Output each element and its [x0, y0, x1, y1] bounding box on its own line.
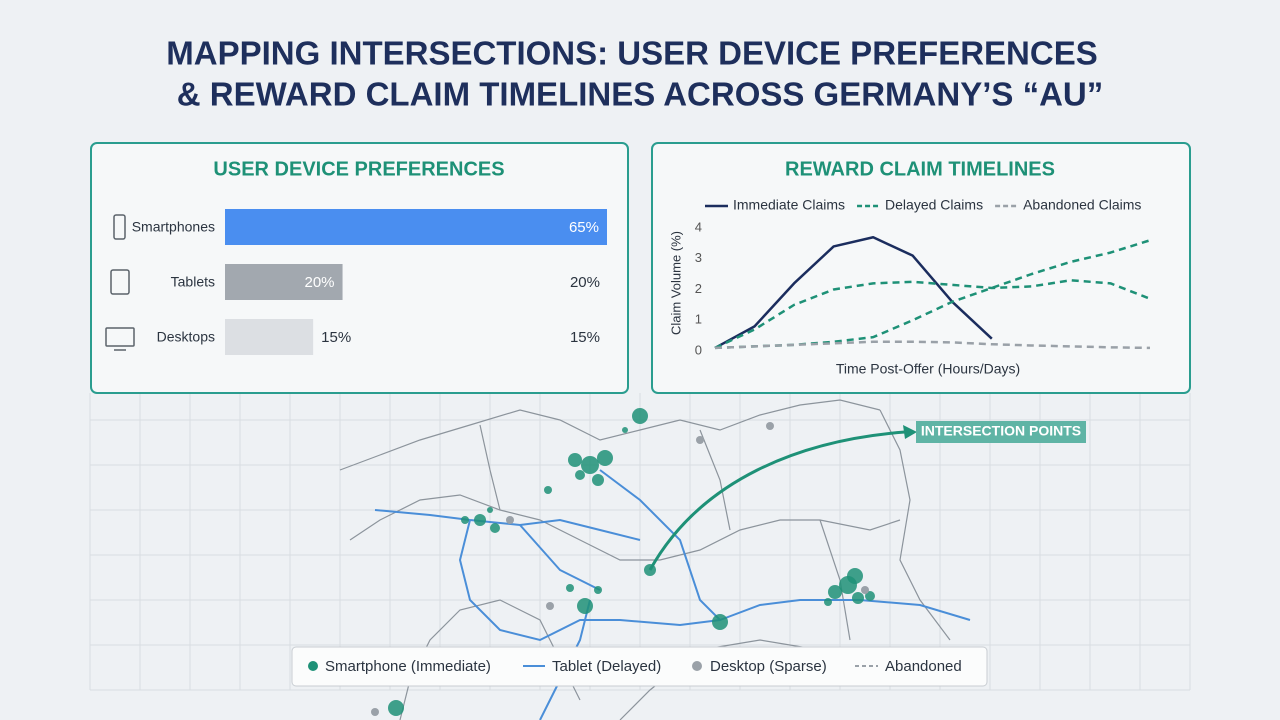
y-tick-label: 2	[695, 281, 702, 296]
chart-title: REWARD CLAIM TIMELINES	[785, 158, 1055, 180]
device-icons	[105, 214, 135, 351]
map-grid	[89, 393, 1191, 691]
map-rivers	[374, 469, 971, 720]
legend-label: Abandoned	[885, 658, 962, 675]
value-label: 15%	[321, 329, 351, 346]
page-title: & REWARD CLAIM TIMELINES ACROSS GERMANY’…	[177, 76, 1103, 113]
bar	[225, 264, 343, 300]
y-tick-label: 3	[695, 250, 702, 265]
series-line	[714, 235, 993, 350]
legend-marker	[692, 661, 702, 671]
category-label: Tablets	[171, 274, 215, 290]
arrow-head	[903, 425, 917, 439]
legend-label: Desktop (Sparse)	[710, 658, 827, 675]
map-clusters	[388, 408, 875, 716]
value-label: 15%	[570, 329, 600, 346]
value-label: 20%	[570, 274, 600, 291]
annotation: INTERSECTION POINTS	[921, 423, 1081, 439]
device-panel	[90, 142, 629, 394]
y-tick-label: 0	[695, 342, 702, 357]
page-title: MAPPING INTERSECTIONS: USER DEVICE PREFE…	[166, 35, 1097, 72]
series-line	[714, 279, 1151, 350]
legend-label: Tablet (Delayed)	[552, 658, 661, 675]
bar	[225, 209, 607, 245]
legend-label: Delayed Claims	[885, 197, 983, 213]
value-label: 65%	[569, 219, 599, 236]
series-line	[714, 340, 1151, 350]
category-label: Desktops	[157, 329, 215, 345]
annotation-arrow	[648, 430, 906, 571]
map-desktop-dots	[371, 422, 869, 716]
legend-marker	[308, 661, 318, 671]
y-tick-label: 4	[695, 219, 702, 234]
chart-title: USER DEVICE PREFERENCES	[213, 158, 504, 180]
map-legend	[291, 646, 988, 687]
y-tick-label: 1	[695, 312, 702, 327]
legend-label: Abandoned Claims	[1023, 197, 1141, 213]
x-axis-label: Time Post-Offer (Hours/Days)	[836, 361, 1020, 377]
value-label: 20%	[305, 274, 335, 291]
legend-label: Immediate Claims	[733, 197, 845, 213]
category-label: Smartphones	[132, 219, 215, 235]
bar	[225, 319, 314, 355]
claims-panel	[651, 142, 1191, 394]
y-axis-label: Claim Volume (%)	[668, 231, 683, 335]
legend-label: Smartphone (Immediate)	[325, 658, 491, 675]
annotation-box	[916, 421, 1086, 443]
